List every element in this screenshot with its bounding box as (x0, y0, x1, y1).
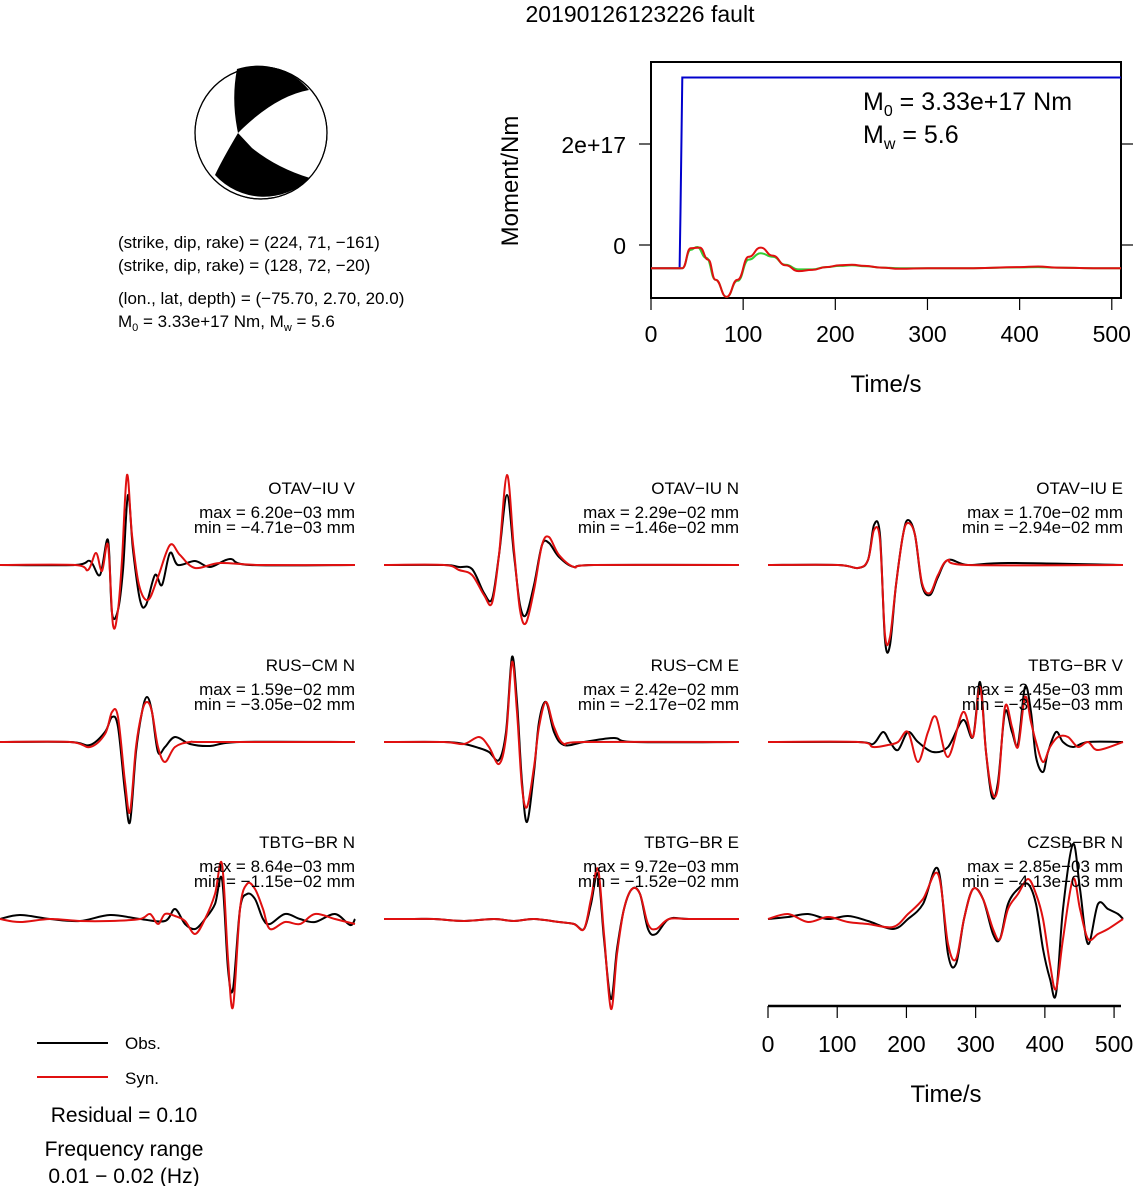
station-label: TBTG−BR V (1028, 656, 1124, 675)
min-amplitude-label: min = −1.15e−02 mm (194, 872, 355, 891)
frequency-title: Frequency range (45, 1138, 204, 1161)
moment-plot-frame (650, 61, 1122, 299)
mechanism-line-3: (lon., lat, depth) = (−75.70, 2.70, 20.0… (118, 289, 404, 308)
frequency-range: 0.01 − 0.02 (Hz) (48, 1165, 199, 1186)
synthetic-trace (767, 521, 1124, 647)
moment-xtick-label: 400 (1000, 321, 1038, 347)
wave-xtick-label: 400 (1026, 1031, 1064, 1057)
mechanism-line-2: (strike, dip, rake) = (128, 72, −20) (118, 256, 370, 275)
beachball-compression-bottom (215, 133, 310, 197)
max-amplitude-label: max = 2.45e−03 mm (967, 680, 1123, 699)
synthetic-trace (0, 860, 356, 1010)
min-amplitude-label: min = −3.05e−02 mm (194, 695, 355, 714)
moment-xtick-label: 200 (816, 321, 854, 347)
legend-obs-label: Obs. (125, 1034, 161, 1053)
max-amplitude-label: max = 6.20e−03 mm (199, 503, 355, 522)
moment-ylabel: Moment/Nm (497, 116, 524, 247)
min-amplitude-label: min = −4.71e−03 mm (194, 518, 355, 537)
beachball (194, 65, 328, 200)
station-label: OTAV−IU N (651, 479, 739, 498)
moment-xtick-label: 500 (1093, 321, 1131, 347)
max-amplitude-label: max = 8.64e−03 mm (199, 857, 355, 876)
wave-xtick-label: 200 (887, 1031, 925, 1057)
station-label: RUS−CM N (266, 656, 355, 675)
legend: Obs. Syn. Residual = 0.10 Frequency rang… (37, 1034, 203, 1186)
moment-ytick-label: 2e+17 (561, 132, 626, 158)
max-amplitude-label: max = 2.85e−03 mm (967, 857, 1123, 876)
station-label: OTAV−IU V (268, 479, 355, 498)
max-amplitude-label: max = 1.70e−02 mm (967, 503, 1123, 522)
synthetic-trace (0, 700, 355, 815)
figure-title: 20190126123226 fault (526, 1, 756, 27)
wave-xtick-label: 500 (1095, 1031, 1133, 1057)
moment-ytick-label: 0 (613, 233, 626, 259)
max-amplitude-label: max = 9.72e−03 mm (583, 857, 739, 876)
synthetic-trace (383, 660, 740, 809)
moment-xtick-label: 300 (908, 321, 946, 347)
station-label: OTAV−IU E (1036, 479, 1123, 498)
min-amplitude-label: min = −2.17e−02 mm (578, 695, 739, 714)
wave-xtick-label: 300 (956, 1031, 994, 1057)
observed-trace (383, 872, 739, 1001)
observed-trace (0, 695, 356, 825)
wave-xtick-label: 0 (762, 1031, 775, 1057)
observed-trace (767, 842, 1124, 999)
mechanism-line-1: (strike, dip, rake) = (224, 71, −161) (118, 233, 380, 252)
min-amplitude-label: min = −4.13e−03 mm (962, 872, 1123, 891)
wave-xlabel: Time/s (910, 1081, 981, 1108)
mechanism-info: (strike, dip, rake) = (224, 71, −161) (s… (118, 233, 404, 334)
min-amplitude-label: min = −1.46e−02 mm (578, 518, 739, 537)
synthetic-trace (383, 473, 740, 626)
observed-trace (0, 875, 356, 994)
max-amplitude-label: max = 2.29e−02 mm (583, 503, 739, 522)
moment-xtick-label: 0 (645, 321, 658, 347)
max-amplitude-label: max = 1.59e−02 mm (199, 680, 355, 699)
waveform-time-axis: 0 100 200 300 400 500 Time/s (762, 1004, 1133, 1108)
synthetic-trace (767, 871, 1124, 991)
moment-mw-annotation: Mw = 5.6 (863, 121, 959, 153)
observed-trace (767, 518, 1124, 654)
station-label: RUS−CM E (651, 656, 739, 675)
synthetic-trace (383, 867, 739, 1011)
beachball-compression-top (234, 65, 309, 133)
synthetic-trace (767, 685, 1124, 798)
moment-m0-annotation: M0 = 3.33e+17 Nm (863, 88, 1072, 120)
wave-xtick-label: 100 (818, 1031, 856, 1057)
legend-syn-label: Syn. (125, 1069, 159, 1088)
moment-xlabel: Time/s (850, 371, 921, 398)
station-label: TBTG−BR N (259, 833, 355, 852)
residual-label: Residual = 0.10 (51, 1104, 198, 1127)
min-amplitude-label: min = −2.94e−02 mm (962, 518, 1123, 537)
min-amplitude-label: min = −1.52e−02 mm (578, 872, 739, 891)
station-label: CZSB−BR N (1027, 833, 1123, 852)
moment-panel: 2e+17 0 0 100 200 300 400 500 Moment/Nm Time/… (497, 61, 1133, 398)
max-amplitude-label: max = 2.42e−02 mm (583, 680, 739, 699)
moment-xtick-label: 100 (724, 321, 762, 347)
mechanism-line-4: M0 = 3.33e+17 Nm, Mw = 5.6 (118, 312, 335, 334)
moment-series-1 (650, 246, 1121, 298)
min-amplitude-label: min = −3.45e−03 mm (962, 695, 1123, 714)
station-label: TBTG−BR E (644, 833, 739, 852)
synthetic-trace (0, 473, 356, 630)
